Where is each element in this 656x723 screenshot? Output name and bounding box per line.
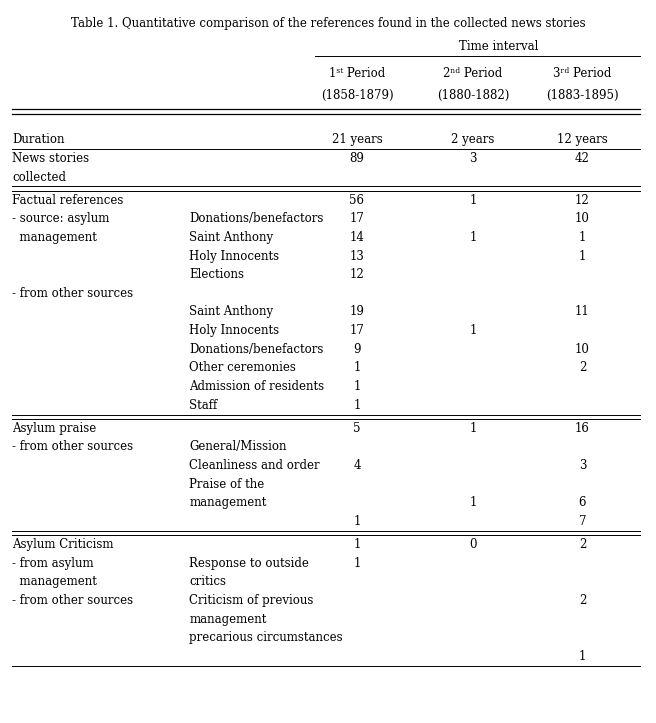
Text: 9: 9 (353, 343, 361, 356)
Text: 2: 2 (579, 538, 586, 551)
Text: 42: 42 (575, 152, 590, 165)
Text: 7: 7 (579, 515, 586, 528)
Text: 1ˢᵗ Period: 1ˢᵗ Period (329, 67, 385, 80)
Text: 3ʳᵈ Period: 3ʳᵈ Period (553, 67, 611, 80)
Text: Time interval: Time interval (459, 40, 539, 53)
Text: - from other sources: - from other sources (12, 594, 133, 607)
Text: 56: 56 (350, 194, 365, 207)
Text: 12: 12 (575, 194, 590, 207)
Text: 1: 1 (469, 496, 477, 509)
Text: Table 1. Quantitative comparison of the references found in the collected news s: Table 1. Quantitative comparison of the … (71, 17, 585, 30)
Text: - from asylum: - from asylum (12, 557, 94, 570)
Text: Saint Anthony: Saint Anthony (190, 306, 274, 319)
Text: Other ceremonies: Other ceremonies (190, 362, 297, 375)
Text: 1: 1 (579, 249, 586, 262)
Text: 13: 13 (350, 249, 365, 262)
Text: Asylum praise: Asylum praise (12, 422, 96, 435)
Text: - from other sources: - from other sources (12, 287, 133, 300)
Text: 1: 1 (354, 362, 361, 375)
Text: 11: 11 (575, 306, 590, 319)
Text: 3: 3 (469, 152, 477, 165)
Text: 10: 10 (575, 343, 590, 356)
Text: 10: 10 (575, 213, 590, 226)
Text: Donations/benefactors: Donations/benefactors (190, 213, 324, 226)
Text: 1: 1 (354, 380, 361, 393)
Text: - from other sources: - from other sources (12, 440, 133, 453)
Text: (1858-1879): (1858-1879) (321, 89, 394, 102)
Text: 1: 1 (354, 515, 361, 528)
Text: 1: 1 (354, 538, 361, 551)
Text: management: management (12, 231, 97, 244)
Text: Staff: Staff (190, 399, 218, 412)
Text: 1: 1 (469, 324, 477, 337)
Text: 12 years: 12 years (557, 133, 608, 146)
Text: Criticism of previous: Criticism of previous (190, 594, 314, 607)
Text: 0: 0 (469, 538, 477, 551)
Text: Elections: Elections (190, 268, 245, 281)
Text: Factual references: Factual references (12, 194, 124, 207)
Text: 3: 3 (579, 459, 586, 472)
Text: 17: 17 (350, 324, 365, 337)
Text: 5: 5 (353, 422, 361, 435)
Text: 2ⁿᵈ Period: 2ⁿᵈ Period (443, 67, 502, 80)
Text: 2 years: 2 years (451, 133, 495, 146)
Text: Cleanliness and order: Cleanliness and order (190, 459, 320, 472)
Text: 1: 1 (579, 650, 586, 663)
Text: precarious circumstances: precarious circumstances (190, 631, 343, 644)
Text: Saint Anthony: Saint Anthony (190, 231, 274, 244)
Text: Holy Innocents: Holy Innocents (190, 249, 279, 262)
Text: Donations/benefactors: Donations/benefactors (190, 343, 324, 356)
Text: (1880-1882): (1880-1882) (437, 89, 509, 102)
Text: 1: 1 (354, 557, 361, 570)
Text: Praise of the: Praise of the (190, 478, 265, 491)
Text: 14: 14 (350, 231, 365, 244)
Text: 1: 1 (469, 422, 477, 435)
Text: collected: collected (12, 171, 66, 184)
Text: 1: 1 (579, 231, 586, 244)
Text: 1: 1 (469, 194, 477, 207)
Text: 1: 1 (469, 231, 477, 244)
Text: 21 years: 21 years (332, 133, 382, 146)
Text: 16: 16 (575, 422, 590, 435)
Text: 6: 6 (579, 496, 586, 509)
Text: News stories: News stories (12, 152, 89, 165)
Text: Admission of residents: Admission of residents (190, 380, 325, 393)
Text: General/Mission: General/Mission (190, 440, 287, 453)
Text: 19: 19 (350, 306, 365, 319)
Text: Duration: Duration (12, 133, 65, 146)
Text: 2: 2 (579, 594, 586, 607)
Text: Asylum Criticism: Asylum Criticism (12, 538, 114, 551)
Text: - source: asylum: - source: asylum (12, 213, 110, 226)
Text: management: management (190, 612, 267, 625)
Text: 17: 17 (350, 213, 365, 226)
Text: Holy Innocents: Holy Innocents (190, 324, 279, 337)
Text: management: management (190, 496, 267, 509)
Text: 1: 1 (354, 399, 361, 412)
Text: 12: 12 (350, 268, 364, 281)
Text: Response to outside: Response to outside (190, 557, 310, 570)
Text: 89: 89 (350, 152, 365, 165)
Text: critics: critics (190, 576, 226, 589)
Text: 2: 2 (579, 362, 586, 375)
Text: (1883-1895): (1883-1895) (546, 89, 619, 102)
Text: 4: 4 (353, 459, 361, 472)
Text: management: management (12, 576, 97, 589)
